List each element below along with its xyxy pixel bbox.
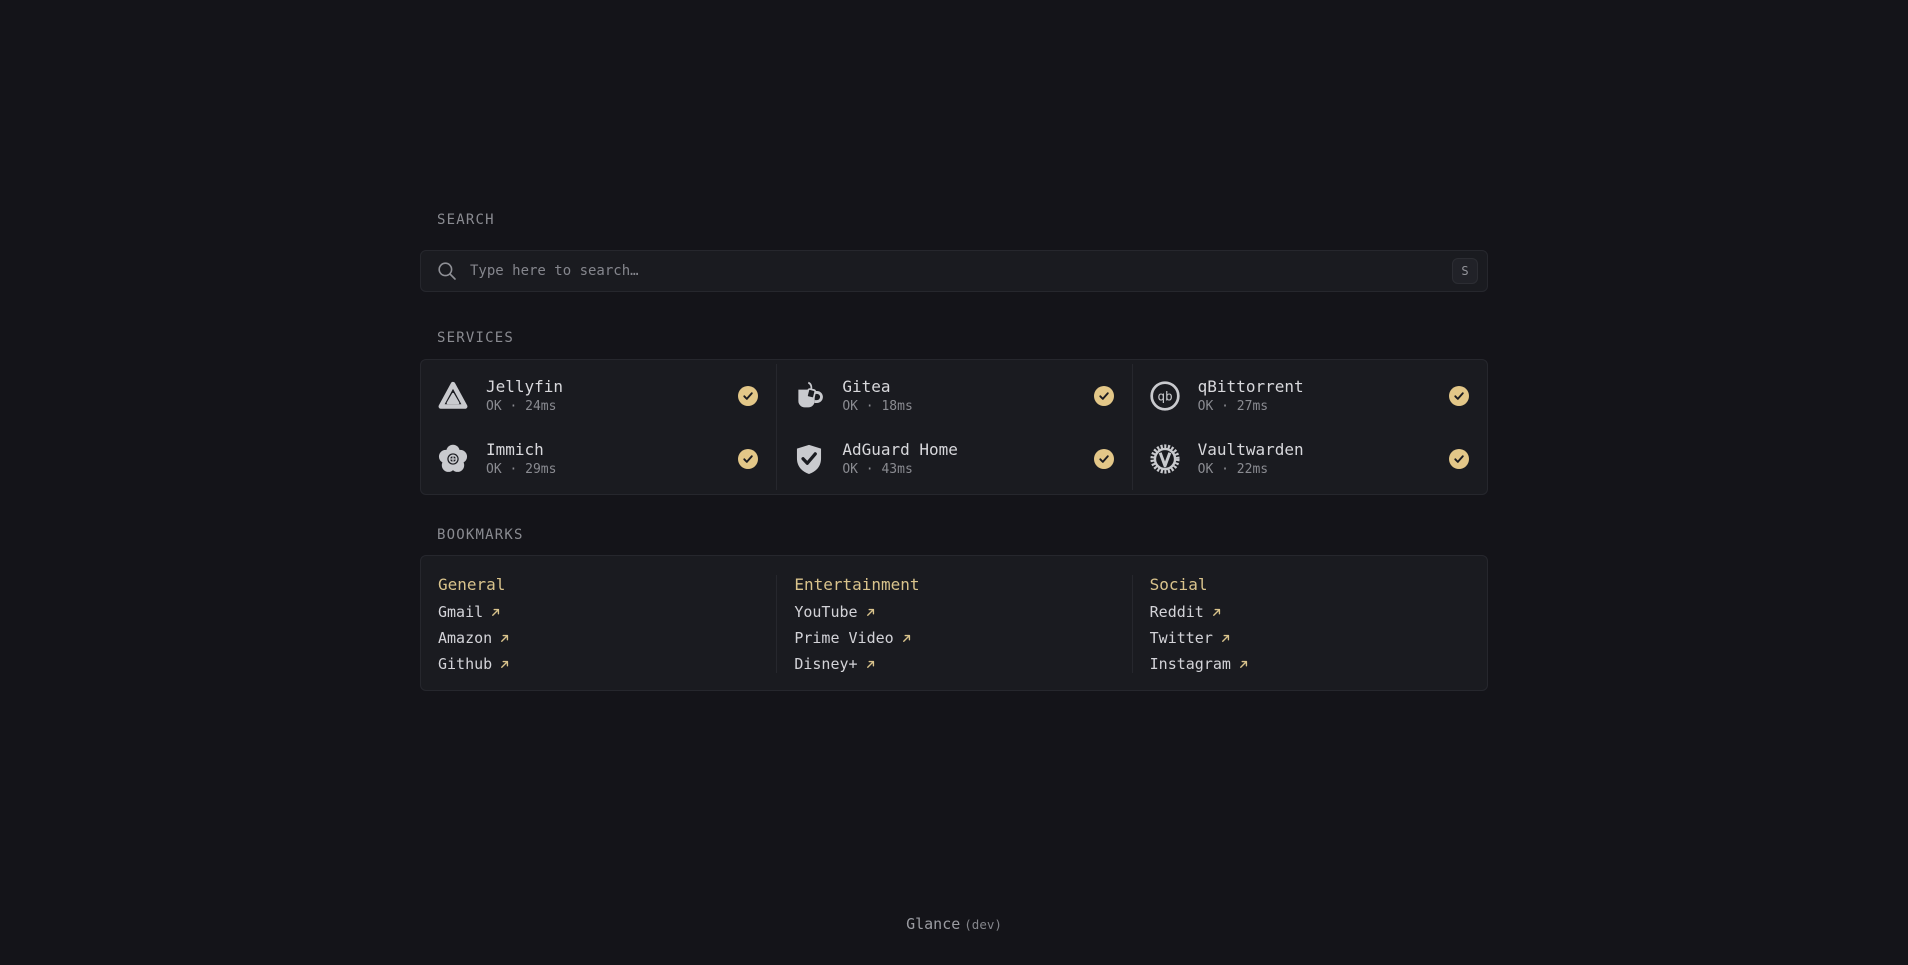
bookmark-link-prime-video[interactable]: Prime Video	[794, 629, 911, 647]
service-name: Immich	[486, 440, 544, 459]
external-link-icon	[1220, 633, 1231, 644]
bookmark-link-instagram[interactable]: Instagram	[1150, 655, 1249, 673]
bookmark-link-amazon[interactable]: Amazon	[438, 629, 510, 647]
services-section-label: SERVICES	[437, 330, 515, 346]
status-ok-icon	[738, 385, 759, 406]
status-ok-icon	[1449, 448, 1469, 469]
bookmark-link-youtube[interactable]: YouTube	[794, 603, 875, 621]
footer-app-link[interactable]: Glance (dev)	[906, 915, 1002, 933]
qbittorrent-icon: qb	[1148, 379, 1182, 413]
footer-app-name: Glance	[906, 915, 961, 933]
external-link-icon	[1211, 607, 1222, 618]
external-link-icon	[1238, 659, 1249, 670]
bookmark-group-general: General Gmail Amazon Github	[421, 575, 776, 673]
external-link-icon	[901, 633, 912, 644]
footer: Glance (dev)	[420, 914, 1488, 933]
service-row-adguard-home[interactable]: AdGuard Home OK · 43ms	[776, 427, 1131, 490]
services-widget: Jellyfin OK · 24ms	[420, 359, 1488, 495]
service-row-jellyfin[interactable]: Jellyfin OK · 24ms	[421, 364, 776, 427]
service-name: Vaultwarden	[1197, 440, 1304, 459]
search-bar: S	[420, 250, 1488, 292]
gitea-icon	[792, 379, 826, 413]
bookmark-group-title: Entertainment	[794, 575, 920, 594]
status-ok-icon	[738, 448, 759, 469]
bookmarks-widget: General Gmail Amazon Github Entertainmen…	[420, 555, 1488, 691]
external-link-icon	[499, 659, 510, 670]
jellyfin-icon	[436, 379, 470, 413]
external-link-icon	[490, 607, 501, 618]
status-ok-icon	[1449, 385, 1469, 406]
service-status: OK · 29ms	[486, 462, 557, 477]
service-name: AdGuard Home	[842, 440, 958, 459]
search-input[interactable]	[470, 263, 1440, 279]
search-icon	[436, 260, 458, 282]
services-section: SERVICES Jellyfin OK · 24ms	[420, 331, 1488, 495]
service-status: OK · 18ms	[842, 399, 913, 414]
service-name: Jellyfin	[486, 377, 564, 396]
service-row-gitea[interactable]: Gitea OK · 18ms	[776, 364, 1131, 427]
service-status: OK · 24ms	[486, 399, 557, 414]
external-link-icon	[865, 607, 876, 618]
service-status: OK · 22ms	[1197, 462, 1269, 477]
bookmark-link-twitter[interactable]: Twitter	[1150, 629, 1231, 647]
service-name: Gitea	[842, 377, 891, 396]
service-status: OK · 27ms	[1197, 399, 1269, 414]
bookmark-link-disney-plus[interactable]: Disney+	[794, 655, 875, 673]
immich-icon	[436, 442, 470, 476]
vaultwarden-icon	[1148, 442, 1182, 476]
bookmark-link-reddit[interactable]: Reddit	[1150, 603, 1222, 621]
bookmark-group-entertainment: Entertainment YouTube Prime Video Disney…	[776, 575, 1131, 673]
svg-text:qb: qb	[1157, 389, 1172, 404]
service-name: qBittorrent	[1197, 377, 1304, 396]
bookmark-link-github[interactable]: Github	[438, 655, 510, 673]
page: SEARCH S SERVICES	[420, 0, 1488, 933]
bookmark-group-title: General	[438, 575, 506, 594]
search-section: SEARCH S	[420, 213, 1488, 292]
bookmarks-section-label: BOOKMARKS	[437, 527, 524, 543]
service-row-immich[interactable]: Immich OK · 29ms	[421, 427, 776, 490]
service-row-qbittorrent[interactable]: qb qBittorrent OK · 27ms	[1131, 364, 1487, 427]
service-status: OK · 43ms	[842, 462, 913, 477]
external-link-icon	[499, 633, 510, 644]
status-ok-icon	[1093, 385, 1114, 406]
adguard-home-icon	[792, 442, 826, 476]
bookmark-group-social: Social Reddit Twitter Instagram	[1131, 575, 1487, 673]
bookmark-group-title: Social	[1149, 575, 1208, 594]
external-link-icon	[865, 659, 876, 670]
footer-env-label: (dev)	[964, 917, 1002, 932]
status-ok-icon	[1093, 448, 1114, 469]
bookmarks-section: BOOKMARKS General Gmail Amazon Github En…	[420, 528, 1488, 691]
service-row-vaultwarden[interactable]: Vaultwarden OK · 22ms	[1131, 427, 1487, 490]
search-section-label: SEARCH	[437, 212, 495, 228]
search-shortcut-key: S	[1452, 258, 1478, 284]
bookmark-link-gmail[interactable]: Gmail	[438, 603, 501, 621]
